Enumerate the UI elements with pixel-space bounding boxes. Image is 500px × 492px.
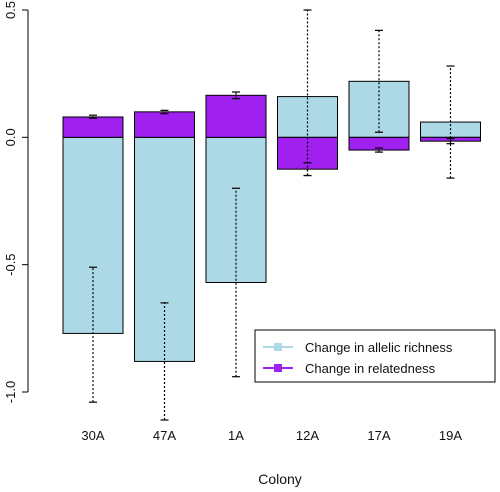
error-bar-relatedness-17A xyxy=(375,147,383,153)
y-tick-label: 0.0 xyxy=(3,128,18,146)
x-tick-label-30A: 30A xyxy=(81,428,104,443)
error-bar-relatedness-12A xyxy=(303,162,312,177)
legend-item-allelic-richness: Change in allelic richness xyxy=(263,340,453,355)
legend-box xyxy=(254,329,496,383)
error-bars-layer xyxy=(89,9,455,421)
legend-label: Change in allelic richness xyxy=(305,340,453,355)
bar-allelic-richness-17A xyxy=(348,80,410,138)
error-bar-allelic-richness-17A xyxy=(375,29,383,133)
x-tick-labels: 30A 47A 1A 12A 17A 19A xyxy=(81,428,462,443)
bar-allelic-richness-1A xyxy=(205,136,267,283)
legend: Change in allelic richness Change in rela… xyxy=(254,329,496,383)
x-tick-label-12A: 12A xyxy=(296,428,319,443)
legend-item-relatedness: Change in relatedness xyxy=(263,361,436,376)
bar-allelic-richness-47A xyxy=(134,136,195,362)
error-bar-relatedness-1A xyxy=(232,91,240,100)
x-tick-label-19A: 19A xyxy=(439,428,462,443)
y-tick-label: 0.5 xyxy=(3,1,18,19)
bar-relatedness-1A xyxy=(205,94,267,138)
bar-relatedness-30A xyxy=(62,116,124,138)
bars-layer xyxy=(62,80,481,362)
error-bar-allelic-richness-47A xyxy=(160,302,169,421)
error-bar-allelic-richness-1A xyxy=(232,187,240,378)
x-tick-label-47A: 47A xyxy=(153,428,176,443)
error-bar-relatedness-30A xyxy=(89,114,97,119)
x-tick-label-1A: 1A xyxy=(228,428,244,443)
legend-swatch xyxy=(274,364,282,372)
y-tick-label: -1.0 xyxy=(3,381,18,403)
error-bar-relatedness-47A xyxy=(160,109,169,115)
legend-swatch xyxy=(274,343,282,351)
x-tick-label-17A: 17A xyxy=(367,428,390,443)
error-bar-allelic-richness-19A xyxy=(446,65,455,179)
error-bar-relatedness-19A xyxy=(446,138,455,145)
bar-relatedness-12A xyxy=(277,136,338,170)
bar-allelic-richness-30A xyxy=(62,136,124,334)
legend-label: Change in relatedness xyxy=(305,361,436,376)
y-tick-label: -0.5 xyxy=(3,253,18,275)
bar-relatedness-47A xyxy=(134,111,195,138)
x-axis-label: Colony xyxy=(258,471,302,487)
bar-relatedness-17A xyxy=(348,136,410,151)
y-axis: -1.0 -0.5 0.0 0.5 xyxy=(3,1,29,403)
error-bar-allelic-richness-30A xyxy=(89,266,97,403)
